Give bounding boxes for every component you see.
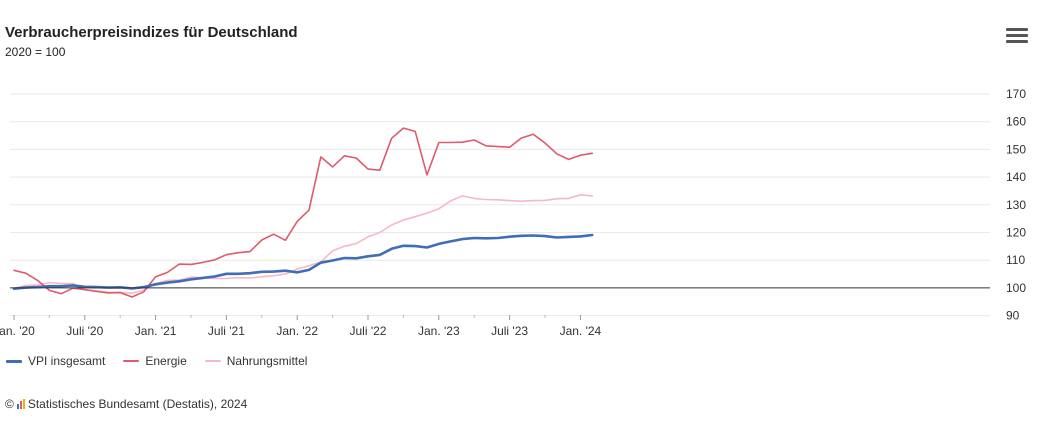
credit-text: Statistisches Bundesamt (Destatis), 2024: [27, 397, 248, 411]
x-tick-label: Jan. '22: [276, 324, 318, 338]
chart-subtitle: 2020 = 100: [5, 45, 66, 59]
legend-label-energie: Energie: [145, 354, 187, 368]
legend-swatch-vpi: [6, 359, 22, 363]
x-tick-label: Jan. '20: [0, 324, 35, 338]
y-tick-label: 140: [1006, 170, 1026, 184]
legend-item-vpi[interactable]: VPI insgesamt: [6, 354, 105, 368]
y-tick-label: 90: [1006, 309, 1020, 323]
legend-item-nahrungsmittel[interactable]: Nahrungsmittel: [204, 354, 308, 368]
x-tick-label: Jan. '24: [560, 324, 602, 338]
x-tick-label: Jan. '23: [418, 324, 460, 338]
line-chart: 90 100 110 120 130 140 150 160 170 Jan. '20 Juli '…: [0, 87, 1026, 338]
y-tick-label: 110: [1006, 253, 1025, 267]
y-tick-label: 130: [1006, 198, 1026, 212]
series-line-energie: [13, 127, 593, 298]
x-tick-label: Juli '22: [350, 324, 387, 338]
x-tick-label: Juli '20: [66, 324, 103, 338]
legend-label-nahrungsmittel: Nahrungsmittel: [226, 354, 308, 368]
y-tick-label: 150: [1006, 142, 1026, 156]
series-line-nahrungsmittel: [13, 194, 593, 294]
legend-swatch-nahrungsmittel: [204, 360, 221, 362]
series-line-vpi: [12, 233, 594, 290]
legend-label-vpi: VPI insgesamt: [28, 354, 106, 368]
copyright-symbol: ©: [5, 397, 14, 411]
x-tick-label: Juli '21: [208, 324, 245, 338]
chart-title: Verbraucherpreisindizes für Deutschland: [5, 24, 298, 41]
y-tick-label: 160: [1006, 115, 1026, 129]
legend-swatch-energie: [123, 360, 140, 362]
credit-line: © Statistisches Bundesamt (Destatis), 20…: [5, 397, 247, 411]
destatis-logo-icon: [16, 399, 25, 409]
x-tick-label: Juli '23: [491, 324, 528, 338]
legend-item-energie[interactable]: Energie: [123, 354, 187, 368]
x-tick-label: Jan. '21: [135, 324, 177, 338]
legend: VPI insgesamt Energie Nahrungsmittel: [6, 354, 307, 368]
y-tick-label: 120: [1006, 226, 1026, 240]
hamburger-menu-icon[interactable]: [1006, 28, 1028, 44]
y-tick-label: 170: [1006, 87, 1026, 101]
y-tick-label: 100: [1006, 281, 1026, 295]
